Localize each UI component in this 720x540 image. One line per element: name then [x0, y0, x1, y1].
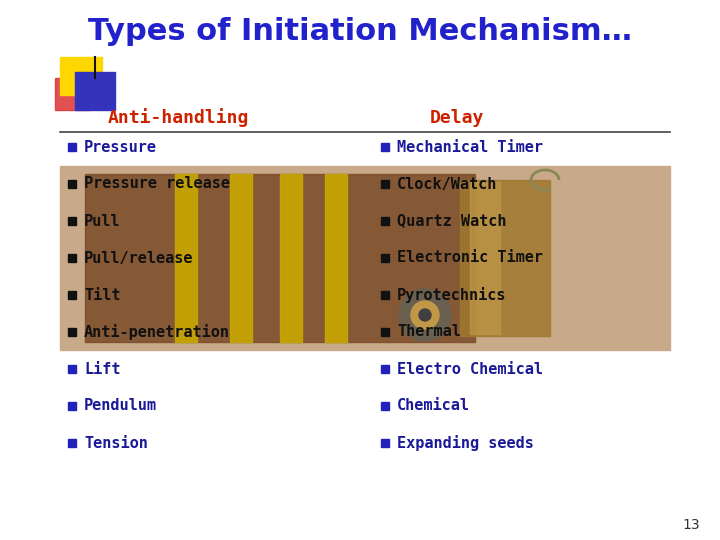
Bar	[230, 174, 252, 342]
Text: Pull/release: Pull/release	[84, 251, 194, 266]
Text: Mechanical Timer: Mechanical Timer	[397, 139, 543, 154]
Text: Delay: Delay	[430, 109, 485, 127]
Circle shape	[399, 289, 451, 341]
Text: Pressure: Pressure	[84, 139, 157, 154]
Text: Thermal: Thermal	[397, 325, 461, 340]
Text: Types of Initiation Mechanism…: Types of Initiation Mechanism…	[88, 17, 632, 46]
Text: Pyrotechnics: Pyrotechnics	[397, 287, 506, 303]
Text: Clock/Watch: Clock/Watch	[397, 177, 498, 192]
Bar	[470, 182, 500, 334]
Bar	[280, 174, 302, 342]
Bar	[460, 180, 550, 336]
Bar	[75, 72, 115, 110]
Text: Pressure release: Pressure release	[84, 177, 230, 192]
Bar	[325, 174, 347, 342]
Text: Anti-handling: Anti-handling	[108, 109, 249, 127]
Bar	[175, 174, 197, 342]
Bar	[85, 174, 475, 342]
Text: Tension: Tension	[84, 435, 148, 450]
Text: Anti-penetration: Anti-penetration	[84, 324, 230, 340]
Text: Pull: Pull	[84, 213, 120, 228]
Bar	[60, 57, 102, 95]
Circle shape	[411, 301, 439, 329]
Text: Lift: Lift	[84, 361, 120, 376]
Text: Pendulum: Pendulum	[84, 399, 157, 414]
Text: Chemical: Chemical	[397, 399, 470, 414]
Text: 13: 13	[683, 518, 700, 532]
Text: Expanding seeds: Expanding seeds	[397, 435, 534, 451]
Bar	[55, 78, 90, 110]
Circle shape	[419, 309, 431, 321]
Bar	[60, 166, 670, 350]
Text: Tilt: Tilt	[84, 287, 120, 302]
Text: Electro Chemical: Electro Chemical	[397, 361, 543, 376]
Text: Electronic Timer: Electronic Timer	[397, 251, 543, 266]
Text: Quartz Watch: Quartz Watch	[397, 213, 506, 228]
